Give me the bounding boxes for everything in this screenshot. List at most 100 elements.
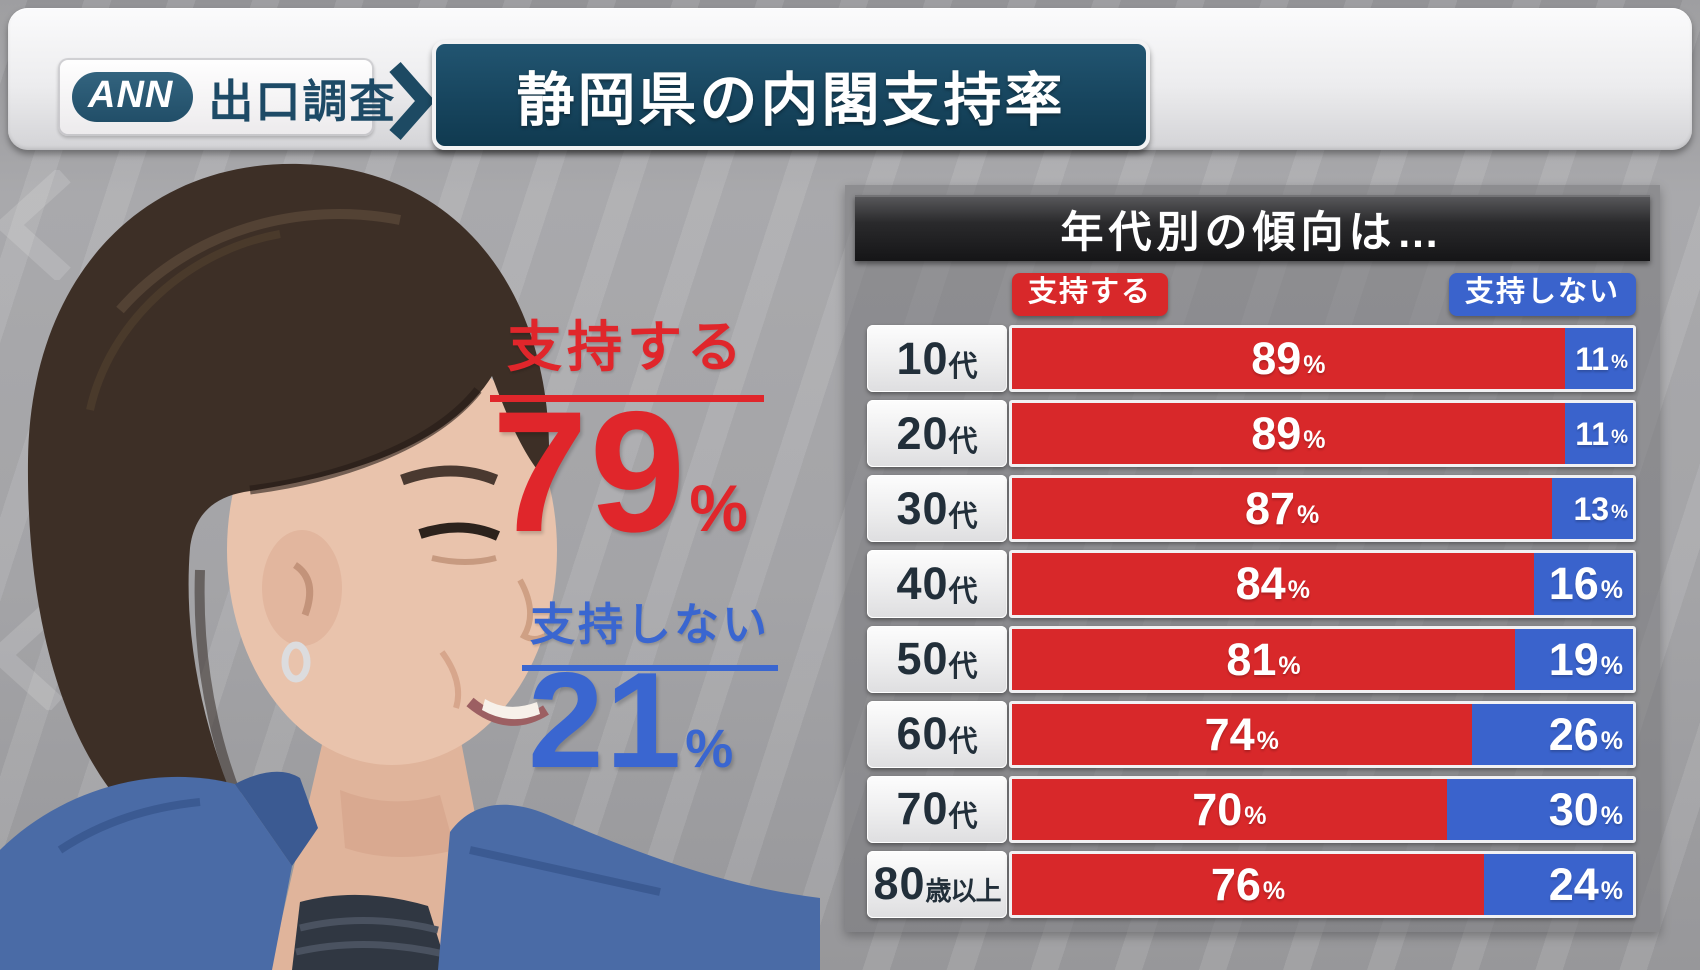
age-rows: 10 代 89% 11% 20 代 89% 11% 30 代 — [867, 325, 1636, 918]
row-disapprove-value: 11 — [1575, 415, 1610, 452]
row-disapprove-percent-sign: % — [1600, 726, 1623, 755]
legend-approve-badge: 支持する — [1012, 273, 1169, 316]
row-approve-percent-sign: % — [1297, 501, 1320, 530]
row-approve-value: 81 — [1226, 633, 1277, 685]
row-disapprove-percent-sign: % — [1611, 427, 1628, 449]
row-bar: 81% 19% — [1009, 625, 1636, 693]
row-disapprove-value: 24 — [1548, 858, 1599, 910]
row-approve-value: 87 — [1244, 483, 1296, 535]
table-row: 10 代 89% 11% — [867, 325, 1636, 393]
row-disapprove-value: 13 — [1573, 490, 1610, 527]
disapprove-bar-segment: 24% — [1483, 853, 1633, 915]
approve-bar-segment: 76% — [1012, 853, 1484, 915]
row-approve-percent-sign: % — [1303, 426, 1326, 455]
portrait-shirt — [292, 894, 448, 970]
row-approve-percent-sign: % — [1303, 351, 1326, 380]
age-table-title: 年代別の傾向は… — [1060, 209, 1445, 257]
row-age-number: 80 — [873, 858, 926, 910]
disapprove-bar-segment: 11% — [1564, 328, 1633, 390]
age-table-panel: 年代別の傾向は… 支持する 支持しない 10 代 89% 11% 20 代 89% — [845, 185, 1660, 932]
row-bar: 89% 11% — [1009, 400, 1636, 468]
row-disapprove-percent-sign: % — [1600, 576, 1623, 605]
row-age-label: 40 代 — [867, 550, 1007, 618]
approve-bar-segment: 89% — [1012, 403, 1565, 465]
approve-bar-segment: 84% — [1012, 553, 1534, 615]
table-row: 40 代 84% 16% — [867, 550, 1636, 618]
legend-disapprove-badge: 支持しない — [1448, 273, 1636, 316]
ann-logo: ANN — [72, 72, 194, 122]
row-approve-value: 89 — [1251, 333, 1302, 385]
table-row: 20 代 89% 11% — [867, 400, 1636, 468]
row-age-number: 10 — [896, 332, 949, 384]
row-disapprove-value: 16 — [1548, 558, 1599, 610]
row-approve-percent-sign: % — [1278, 651, 1301, 680]
row-age-number: 60 — [896, 708, 949, 760]
table-row: 70 代 70% 30% — [867, 775, 1636, 843]
chevron-right-icon — [389, 62, 434, 140]
row-approve-value: 84 — [1235, 558, 1286, 610]
approve-bar-segment: 70% — [1012, 778, 1447, 840]
program-label: 出口調査 — [208, 75, 397, 127]
row-disapprove-value: 30 — [1548, 783, 1599, 835]
row-age-suffix: 代 — [948, 350, 978, 383]
row-age-suffix: 代 — [948, 575, 978, 608]
row-bar: 87% 13% — [1009, 475, 1636, 543]
row-age-label: 30 代 — [867, 475, 1007, 543]
row-age-label: 80 歳以上 — [867, 850, 1007, 918]
portrait-photo — [0, 163, 820, 970]
row-disapprove-percent-sign: % — [1611, 352, 1628, 374]
disapprove-bar-segment: 16% — [1533, 553, 1633, 615]
portrait-hair — [27, 163, 550, 867]
row-approve-value: 70 — [1192, 783, 1243, 835]
approve-bar-segment: 74% — [1012, 703, 1472, 765]
row-disapprove-value: 19 — [1548, 633, 1599, 685]
row-age-label: 60 代 — [867, 700, 1007, 768]
row-disapprove-percent-sign: % — [1600, 651, 1623, 680]
row-age-suffix: 代 — [948, 801, 978, 834]
row-approve-value: 89 — [1251, 408, 1302, 460]
row-age-label: 10 代 — [867, 325, 1007, 393]
disapprove-bar-segment: 30% — [1446, 778, 1633, 840]
age-table-title-bar: 年代別の傾向は… — [855, 195, 1650, 261]
age-table-legend: 支持する 支持しない — [1012, 273, 1636, 317]
header-banner: ANN 出口調査 静岡県の内閣支持率 — [8, 8, 1692, 150]
row-disapprove-value: 26 — [1548, 708, 1599, 760]
row-bar: 89% 11% — [1009, 325, 1636, 393]
row-age-suffix: 代 — [948, 651, 978, 684]
row-age-suffix: 歳以上 — [925, 875, 1002, 906]
row-age-number: 40 — [896, 557, 949, 609]
row-age-suffix: 代 — [948, 726, 978, 759]
row-bar: 74% 26% — [1009, 700, 1636, 768]
approve-bar-segment: 87% — [1012, 478, 1553, 540]
row-approve-percent-sign: % — [1262, 876, 1286, 905]
row-disapprove-percent-sign: % — [1600, 876, 1623, 905]
row-age-label: 20 代 — [867, 400, 1007, 468]
disapprove-bar-segment: 19% — [1515, 628, 1633, 690]
row-disapprove-value: 11 — [1575, 340, 1610, 377]
row-age-number: 30 — [896, 482, 949, 534]
row-age-number: 50 — [896, 633, 949, 685]
row-bar: 70% 30% — [1009, 775, 1636, 843]
row-age-label: 50 代 — [867, 625, 1007, 693]
row-age-suffix: 代 — [948, 500, 978, 533]
row-bar: 84% 16% — [1009, 550, 1636, 618]
row-approve-value: 76 — [1210, 858, 1261, 910]
row-approve-value: 74 — [1204, 708, 1255, 760]
table-row: 60 代 74% 26% — [867, 700, 1636, 768]
table-row: 80 歳以上 76% 24% — [867, 850, 1636, 918]
row-disapprove-percent-sign: % — [1611, 502, 1628, 524]
row-approve-percent-sign: % — [1256, 726, 1279, 755]
row-age-suffix: 代 — [948, 425, 978, 458]
row-age-label: 70 代 — [867, 775, 1007, 843]
background-chevron-decoration — [0, 170, 71, 280]
table-row: 30 代 87% 13% — [867, 475, 1636, 543]
network-program-badge: ANN 出口調査 — [58, 58, 394, 136]
row-age-number: 20 — [896, 407, 949, 459]
row-approve-percent-sign: % — [1287, 576, 1310, 605]
row-approve-percent-sign: % — [1244, 801, 1267, 830]
row-age-number: 70 — [896, 783, 949, 835]
approve-bar-segment: 81% — [1012, 628, 1515, 690]
headline-box: 静岡県の内閣支持率 — [432, 40, 1150, 150]
portrait-blazer-left — [0, 776, 292, 970]
